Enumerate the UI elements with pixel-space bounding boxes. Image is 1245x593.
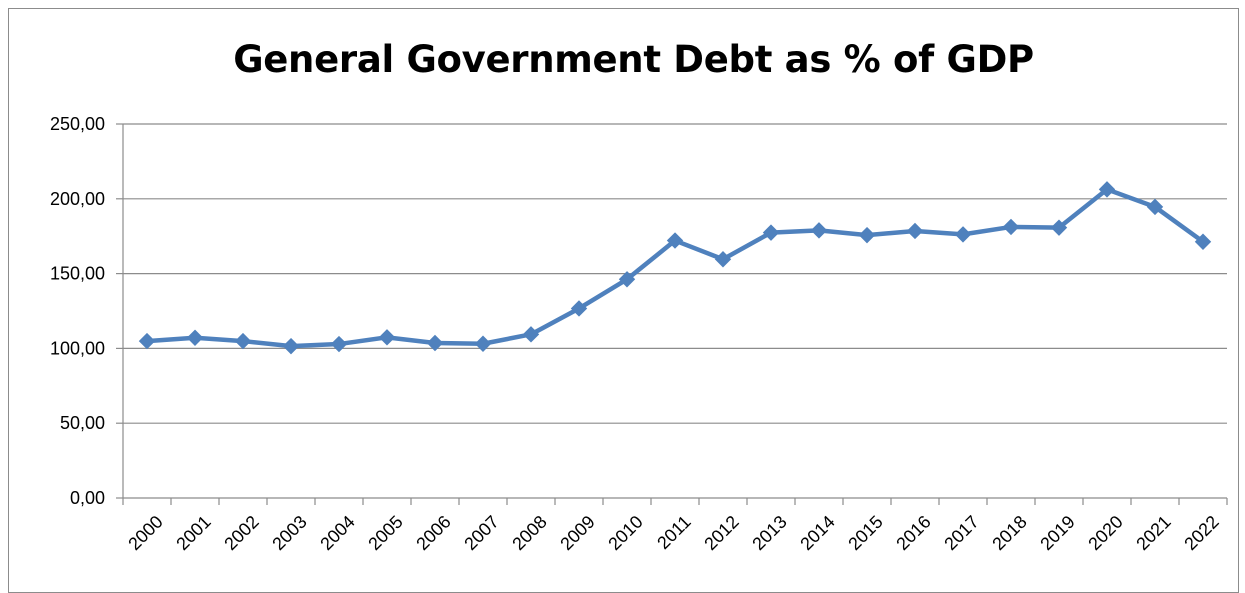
data-point-marker — [714, 251, 732, 268]
chart-frame — [8, 8, 1239, 593]
x-tick-label: 2002 — [220, 512, 262, 554]
data-point-marker — [618, 271, 636, 288]
data-point-marker — [282, 337, 300, 355]
x-tick-label: 2001 — [172, 512, 214, 554]
y-tick-label: 150,00 — [50, 264, 105, 284]
x-tick-label: 2020 — [1084, 512, 1126, 554]
data-point-marker — [1098, 181, 1116, 198]
data-point-marker — [378, 329, 396, 346]
data-point-marker — [186, 329, 204, 346]
x-tick-label: 2000 — [124, 512, 166, 554]
x-tick-label: 2007 — [460, 512, 502, 554]
x-tick-label: 2006 — [412, 512, 454, 554]
x-tick-labels: 2000 2001 2002 2003 2004 2005 2006 2007 2008 2009… — [124, 512, 1222, 554]
x-tick-label: 2016 — [892, 512, 934, 554]
x-tick-label: 2019 — [1036, 512, 1078, 554]
data-point-marker — [426, 334, 444, 352]
data-point-marker — [906, 222, 924, 240]
axes — [116, 123, 1228, 505]
x-tick-label: 2010 — [604, 512, 646, 554]
y-tick-label: 50,00 — [60, 413, 105, 433]
gridlines — [123, 123, 1227, 424]
data-point-marker — [138, 332, 156, 350]
y-tick-label: 200,00 — [50, 189, 105, 209]
data-series — [138, 181, 1212, 355]
x-tick-label: 2012 — [700, 512, 742, 554]
x-tick-label: 2015 — [844, 512, 886, 554]
x-tick-label: 2014 — [796, 512, 838, 554]
y-tick-labels: 0,00 50,00 100,00 150,00 200,00 250,00 — [50, 114, 105, 508]
x-tick-label: 2003 — [268, 512, 310, 554]
data-point-marker — [1194, 233, 1212, 250]
x-tick-label: 2011 — [653, 512, 695, 554]
data-point-marker — [1050, 219, 1068, 236]
x-tick-label: 2022 — [1180, 512, 1222, 554]
data-point-marker — [474, 335, 492, 352]
data-point-marker — [234, 332, 252, 350]
data-point-marker — [954, 226, 972, 243]
x-tick-label: 2005 — [364, 512, 406, 554]
data-point-marker — [1002, 218, 1020, 236]
x-tick-label: 2008 — [508, 512, 550, 554]
data-point-marker — [1146, 198, 1164, 216]
data-point-marker — [666, 232, 684, 249]
data-point-marker — [570, 300, 588, 317]
data-point-marker — [522, 326, 540, 343]
data-point-marker — [810, 222, 828, 239]
chart-title: General Government Debt as % of GDP — [233, 38, 1034, 81]
x-tick-label: 2013 — [748, 512, 790, 554]
x-tick-label: 2018 — [988, 512, 1030, 554]
x-tick-label: 2021 — [1132, 512, 1174, 554]
series-line — [144, 187, 1206, 349]
x-tick-label: 2009 — [556, 512, 598, 554]
y-tick-label: 0,00 — [70, 488, 105, 508]
x-tick-label: 2017 — [940, 512, 982, 554]
y-tick-label: 250,00 — [50, 114, 105, 134]
data-point-marker — [330, 335, 348, 353]
y-tick-label: 100,00 — [50, 338, 105, 358]
data-point-marker — [762, 224, 780, 241]
data-point-marker — [858, 226, 876, 244]
x-tick-label: 2004 — [316, 512, 358, 554]
